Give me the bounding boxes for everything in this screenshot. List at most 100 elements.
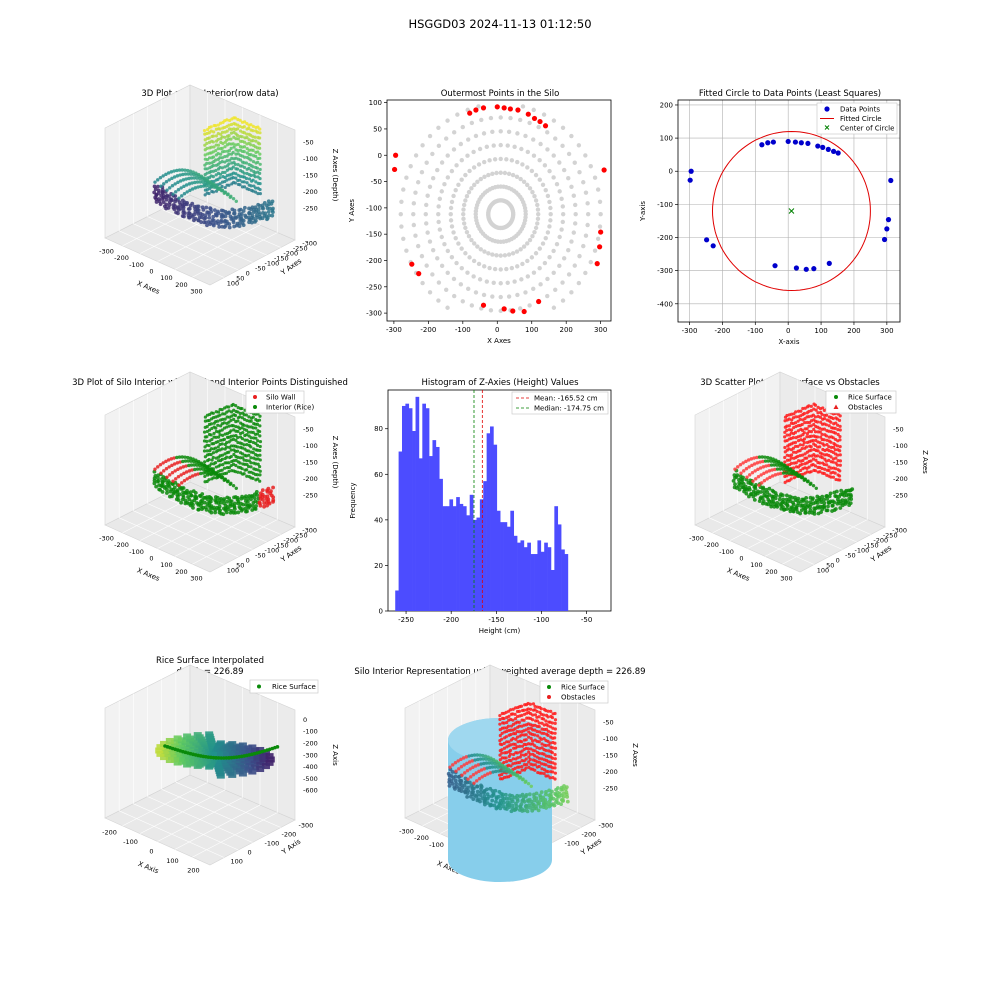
p6-zlabel: Z Axes xyxy=(921,450,929,474)
p6-ytick-label: -250 xyxy=(883,532,898,540)
data-point xyxy=(798,140,804,146)
p8-point-top xyxy=(529,747,533,751)
p8-point-top xyxy=(529,736,533,740)
grey-point xyxy=(560,143,565,149)
p4-point-top xyxy=(258,424,262,428)
p1-point-top xyxy=(251,124,255,128)
p1-point-arc xyxy=(198,176,202,181)
grey-point xyxy=(477,277,483,282)
p8-point-top xyxy=(537,764,541,769)
p7-surface-patch xyxy=(183,761,192,768)
p8-point-top xyxy=(517,720,521,724)
p4-point-surface xyxy=(246,496,250,501)
grey-point xyxy=(473,133,479,139)
p6-point-arc xyxy=(764,464,768,468)
p6-point-top xyxy=(824,423,829,427)
p1-point-arc xyxy=(223,190,228,194)
p4-point-surface xyxy=(241,502,245,507)
p2-xtick-label: -200 xyxy=(420,326,436,334)
grey-point xyxy=(533,172,539,178)
p1-point-surface xyxy=(219,220,224,224)
p1-point-top xyxy=(207,191,211,196)
p1-point-top xyxy=(231,176,235,180)
grey-point xyxy=(420,280,425,286)
histogram-bar xyxy=(398,451,403,611)
p6-point-top xyxy=(838,469,842,473)
p4-point-top xyxy=(258,434,262,438)
grey-point xyxy=(436,219,441,225)
p1-point-surface xyxy=(156,184,160,189)
p1-point-top xyxy=(218,172,223,176)
p1-point-top xyxy=(249,173,253,178)
p8-point-surface xyxy=(502,800,506,805)
p1-point-surface xyxy=(226,211,231,216)
p1-point-top xyxy=(245,181,249,185)
p1-point-top xyxy=(225,129,229,133)
p1-point-top xyxy=(247,126,251,130)
p1-point-top xyxy=(249,158,253,162)
p1-point-top xyxy=(209,145,214,149)
p1-point-top xyxy=(228,158,232,162)
p4-point-arc xyxy=(181,465,186,469)
p1-point-arc xyxy=(170,176,174,181)
grey-point xyxy=(540,182,546,187)
p6-point-surface xyxy=(803,510,808,515)
grey-point xyxy=(506,294,512,299)
p8-point-top xyxy=(533,763,537,767)
p8-point-top xyxy=(511,736,515,741)
p1-point-arc xyxy=(201,180,205,184)
p7-surface-patch xyxy=(241,761,250,768)
grey-point xyxy=(476,261,482,267)
p6-point-top xyxy=(833,426,837,430)
p1-point-surface xyxy=(270,210,275,215)
p4-point-top xyxy=(222,421,226,425)
p1-point-surface xyxy=(266,199,271,204)
grey-point xyxy=(473,211,478,217)
p4-xtick-label: -100 xyxy=(129,548,144,556)
grey-point xyxy=(482,264,487,269)
p1-xtick-label: 100 xyxy=(160,274,172,282)
p8-point-top xyxy=(533,728,537,732)
p6-point-top xyxy=(787,447,791,451)
p1-point-top xyxy=(211,150,215,154)
p1-point-top xyxy=(258,177,262,181)
p8-point-surface xyxy=(520,792,525,797)
p6-point-top xyxy=(801,406,805,411)
p6-point-surface xyxy=(782,507,787,512)
grey-point xyxy=(471,274,476,279)
p6-point-top xyxy=(813,443,818,447)
p4-point-top xyxy=(245,459,249,463)
grey-point xyxy=(559,196,564,202)
p1-point-top xyxy=(220,135,224,139)
grey-point xyxy=(411,201,417,206)
p1-point-surface xyxy=(183,211,187,216)
grey-point xyxy=(436,204,441,209)
p8-point-surface xyxy=(515,799,520,803)
p4-point-top xyxy=(209,422,214,426)
p3-title: Fitted Circle to Data Points (Least Squa… xyxy=(699,89,881,99)
p1-point-top xyxy=(251,138,255,143)
p8-point-top xyxy=(517,765,521,769)
p6-point-arc xyxy=(738,463,743,467)
p8-point-top xyxy=(500,748,504,752)
p4-point-top xyxy=(203,460,207,464)
p6-point-surface xyxy=(833,507,838,511)
p8-point-surface xyxy=(527,803,531,807)
grey-point xyxy=(449,199,455,205)
p6-point-top xyxy=(804,445,809,449)
p8-point-arc xyxy=(484,761,489,765)
p8-point-surface xyxy=(482,788,487,793)
p6-point-arc xyxy=(809,481,813,485)
p6-point-top xyxy=(802,441,806,445)
p8-point-arc xyxy=(483,773,487,778)
p6-point-top xyxy=(812,422,816,427)
outer-point xyxy=(480,302,487,308)
histogram-bar xyxy=(510,510,515,611)
p6-point-top xyxy=(785,428,789,432)
grey-point xyxy=(585,201,590,206)
p8-point-surface xyxy=(524,792,529,797)
p4-point-top xyxy=(255,473,260,477)
outer-point xyxy=(480,105,487,111)
p8-point-surface xyxy=(565,799,570,804)
p4-point-arc xyxy=(158,463,163,467)
